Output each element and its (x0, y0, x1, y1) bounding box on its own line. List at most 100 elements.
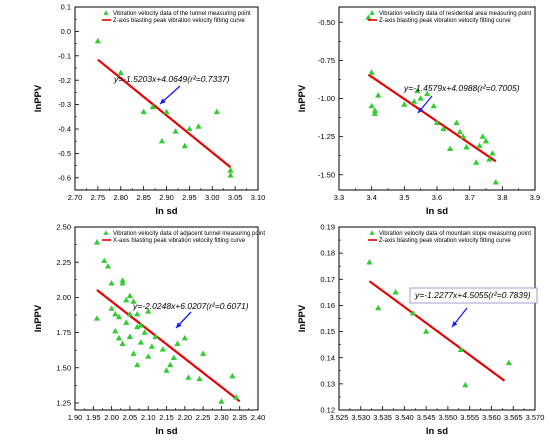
data-point (368, 69, 375, 75)
legend-label-points: Vibration velocity data of mountain slop… (379, 231, 531, 237)
x-tick-label: 3.565 (504, 413, 523, 422)
x-tick-label: 3.8 (497, 193, 507, 202)
y-tick-label: -0.3 (58, 100, 71, 109)
data-point (476, 142, 483, 148)
x-tick-label: 2.80 (113, 193, 128, 202)
data-point (186, 125, 193, 132)
data-point (108, 280, 115, 286)
x-tick-label: 3.6 (432, 193, 442, 202)
y-tick-label: -0.75 (318, 56, 335, 65)
data-point (134, 361, 141, 368)
legend-marker-points (369, 230, 375, 235)
x-tick-label: 3.3 (334, 193, 344, 202)
legend-label-line: Z-axis blasting peak vibration velocity … (113, 18, 245, 24)
y-tick-label: -0.5 (58, 149, 71, 158)
data-point (375, 92, 382, 98)
data-point (141, 329, 148, 335)
data-point (108, 305, 115, 311)
fit-line (96, 289, 241, 403)
chart-panel-1: 2.70 2.75 2.80 2.85 2.90 2.95 3.00 3.05 3.10 -0.6… (33, 3, 265, 217)
legend-label-line: Z-axis blasting peak vibration velocity … (379, 18, 511, 24)
data-point (371, 107, 379, 113)
data-point (457, 346, 465, 353)
data-point (365, 14, 372, 20)
data-point (172, 128, 179, 134)
legend-marker-points (103, 230, 109, 235)
data-point (232, 394, 240, 400)
data-point (149, 103, 156, 110)
x-tick-label: 3.555 (460, 413, 479, 422)
x-tick-label: 2.70 (68, 193, 83, 202)
legend-label-line: X-axis blasting peak vibration velocity … (113, 238, 246, 244)
data-point (117, 69, 124, 76)
data-point (93, 239, 101, 245)
data-point (170, 354, 177, 361)
x-tick-label: 3.7 (464, 193, 474, 202)
pointer-arrow-head (452, 321, 458, 327)
fit-equation: y=-2.0248x+6.0207(r²=0.6071) (132, 301, 249, 311)
pointer-arrow-head (176, 322, 182, 328)
y-tick-label: 2.25 (56, 258, 71, 267)
data-point (456, 128, 464, 135)
data-point (371, 110, 379, 116)
y-tick-label: -1.25 (318, 132, 335, 141)
data-point (115, 334, 123, 341)
data-point (145, 353, 152, 359)
data-point (392, 289, 399, 295)
x-tick-label: 2.75 (91, 193, 106, 202)
data-point (130, 298, 137, 304)
data-point (123, 319, 130, 325)
x-tick-label: 3.5 (399, 193, 409, 202)
data-point (112, 310, 119, 317)
data-point (134, 310, 141, 317)
chart-panel-4: 3.525 3.530 3.535 3.540 3.545 3.550 3.555 3.560… (297, 223, 544, 437)
data-point (137, 322, 145, 328)
data-point (119, 277, 126, 283)
fit-line (367, 73, 497, 163)
data-point (158, 137, 166, 144)
fit-equation: y=-1.4579x+4.0988(r²=0.7005) (403, 83, 520, 93)
data-point (417, 95, 424, 101)
data-point (137, 339, 145, 345)
x-axis-label: ln sd (155, 426, 177, 437)
data-point (145, 308, 152, 314)
fit-equation: y=-1.5203x+4.0649(r²=0.7337) (113, 74, 230, 84)
data-point (414, 87, 421, 94)
y-tick-label: -0.2 (58, 76, 71, 85)
x-tick-label: 2.05 (123, 413, 138, 422)
y-tick-label: -0.4 (58, 125, 71, 134)
data-point (492, 179, 499, 185)
y-tick-label: 0.19 (320, 223, 335, 232)
data-point (473, 159, 480, 165)
chart-panel-2: 3.3 3.4 3.5 3.6 3.7 3.8 3.9 -1.50 -1.25 -1.00 -0.7… (297, 6, 540, 217)
data-point (433, 119, 441, 126)
data-point (163, 367, 170, 373)
data-point (453, 119, 460, 126)
data-point (104, 263, 112, 269)
x-tick-label: 2.30 (214, 413, 229, 422)
x-tick-label: 2.90 (159, 193, 174, 202)
data-point (410, 98, 418, 104)
x-axis-label: ln sd (155, 206, 177, 217)
data-point (366, 258, 373, 265)
y-tick-label: 1.50 (56, 363, 71, 372)
y-tick-label: 0.12 (320, 406, 335, 415)
legend-marker-points (103, 10, 109, 15)
x-tick-label: 3.525 (330, 413, 349, 422)
y-axis-label: lnPPV (297, 304, 308, 332)
data-point (119, 280, 126, 286)
y-tick-label: 0.14 (320, 353, 335, 362)
data-point (218, 398, 225, 404)
y-tick-label: -0.6 (58, 173, 71, 182)
y-tick-label: 1.75 (56, 328, 71, 337)
data-point (181, 334, 188, 341)
data-point (140, 108, 147, 115)
y-axis-label: lnPPV (33, 84, 44, 112)
x-tick-label: 2.00 (104, 413, 119, 422)
data-point (101, 257, 108, 263)
x-tick-label: 3.545 (417, 413, 436, 422)
x-tick-label: 2.95 (182, 193, 197, 202)
chart-panel-3: 1.90 1.95 2.00 2.05 2.10 2.15 2.20 2.25 2.30 2.35… (33, 223, 265, 437)
data-point (123, 296, 130, 303)
data-point (112, 327, 119, 334)
